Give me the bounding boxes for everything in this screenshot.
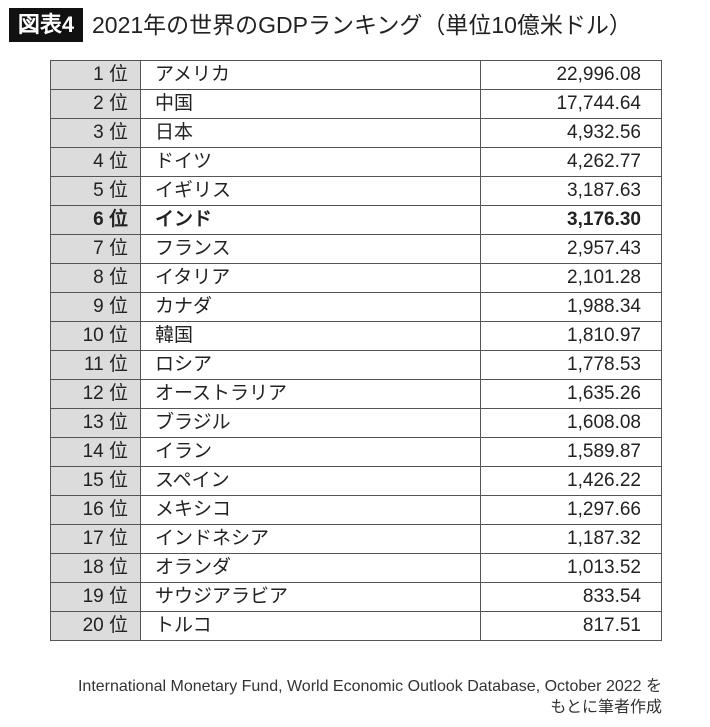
value-cell: 817.51 bbox=[480, 611, 662, 641]
value-cell: 1,778.53 bbox=[480, 350, 662, 380]
value-cell: 1,608.08 bbox=[480, 408, 662, 438]
country-cell: オランダ bbox=[140, 553, 481, 583]
value-cell: 2,957.43 bbox=[480, 234, 662, 264]
value-cell: 1,810.97 bbox=[480, 321, 662, 351]
country-cell: メキシコ bbox=[140, 495, 481, 525]
country-cell: ロシア bbox=[140, 350, 481, 380]
value-cell: 1,589.87 bbox=[480, 437, 662, 467]
country-cell: オーストラリア bbox=[140, 379, 481, 409]
country-cell: イタリア bbox=[140, 263, 481, 293]
value-cell: 17,744.64 bbox=[480, 89, 662, 119]
rank-cell: 6 位 bbox=[50, 205, 141, 235]
table-row: 5 位イギリス 3,187.63 bbox=[50, 176, 662, 206]
rank-cell: 12 位 bbox=[50, 379, 141, 409]
country-cell: 中国 bbox=[140, 89, 481, 119]
country-cell: イラン bbox=[140, 437, 481, 467]
rank-cell: 1 位 bbox=[50, 60, 141, 90]
value-cell: 1,635.26 bbox=[480, 379, 662, 409]
table-row: 18 位オランダ 1,013.52 bbox=[50, 553, 662, 583]
table-row: 20 位トルコ 817.51 bbox=[50, 611, 662, 641]
country-cell: ブラジル bbox=[140, 408, 481, 438]
country-cell: トルコ bbox=[140, 611, 481, 641]
rank-cell: 13 位 bbox=[50, 408, 141, 438]
value-cell: 22,996.08 bbox=[480, 60, 662, 90]
table-row: 14 位イラン 1,589.87 bbox=[50, 437, 662, 467]
rank-cell: 5 位 bbox=[50, 176, 141, 206]
rank-cell: 19 位 bbox=[50, 582, 141, 612]
rank-cell: 11 位 bbox=[50, 350, 141, 380]
table-row: 11 位ロシア 1,778.53 bbox=[50, 350, 662, 380]
table-row: 7 位フランス 2,957.43 bbox=[50, 234, 662, 264]
table-row: 15 位スペイン 1,426.22 bbox=[50, 466, 662, 496]
rank-cell: 17 位 bbox=[50, 524, 141, 554]
rank-cell: 7 位 bbox=[50, 234, 141, 264]
rank-cell: 2 位 bbox=[50, 89, 141, 119]
gdp-ranking-table: 1 位アメリカ 22,996.08 2 位中国 17,744.64 3 位日本 4,932… bbox=[50, 60, 662, 641]
page-title: 2021年の世界のGDPランキング（単位10億米ドル） bbox=[92, 12, 632, 38]
rank-cell: 4 位 bbox=[50, 147, 141, 177]
country-cell: サウジアラビア bbox=[140, 582, 481, 612]
source-note: International Monetary Fund, World Econo… bbox=[78, 676, 662, 718]
rank-cell: 10 位 bbox=[50, 321, 141, 351]
rank-cell: 18 位 bbox=[50, 553, 141, 583]
value-cell: 3,187.63 bbox=[480, 176, 662, 206]
rank-cell: 8 位 bbox=[50, 263, 141, 293]
table-row: 17 位インドネシア 1,187.32 bbox=[50, 524, 662, 554]
country-cell: 日本 bbox=[140, 118, 481, 148]
table-row: 8 位イタリア 2,101.28 bbox=[50, 263, 662, 293]
table-row: 4 位ドイツ 4,262.77 bbox=[50, 147, 662, 177]
figure-badge: 図表4 bbox=[9, 8, 83, 42]
value-cell: 3,176.30 bbox=[480, 205, 662, 235]
country-cell: スペイン bbox=[140, 466, 481, 496]
rank-cell: 16 位 bbox=[50, 495, 141, 525]
table-row: 2 位中国 17,744.64 bbox=[50, 89, 662, 119]
value-cell: 1,297.66 bbox=[480, 495, 662, 525]
table-row: 9 位カナダ 1,988.34 bbox=[50, 292, 662, 322]
rank-cell: 3 位 bbox=[50, 118, 141, 148]
country-cell: インドネシア bbox=[140, 524, 481, 554]
country-cell: イギリス bbox=[140, 176, 481, 206]
country-cell: 韓国 bbox=[140, 321, 481, 351]
value-cell: 4,932.56 bbox=[480, 118, 662, 148]
table-row: 1 位アメリカ 22,996.08 bbox=[50, 60, 662, 90]
country-cell: インド bbox=[140, 205, 481, 235]
country-cell: フランス bbox=[140, 234, 481, 264]
country-cell: ドイツ bbox=[140, 147, 481, 177]
rank-cell: 14 位 bbox=[50, 437, 141, 467]
country-cell: アメリカ bbox=[140, 60, 481, 90]
table-row: 16 位メキシコ 1,297.66 bbox=[50, 495, 662, 525]
value-cell: 1,426.22 bbox=[480, 466, 662, 496]
rank-cell: 15 位 bbox=[50, 466, 141, 496]
value-cell: 1,013.52 bbox=[480, 553, 662, 583]
value-cell: 833.54 bbox=[480, 582, 662, 612]
value-cell: 1,187.32 bbox=[480, 524, 662, 554]
value-cell: 1,988.34 bbox=[480, 292, 662, 322]
country-cell: カナダ bbox=[140, 292, 481, 322]
source-line-1: International Monetary Fund, World Econo… bbox=[77, 678, 662, 695]
rank-cell: 20 位 bbox=[50, 611, 141, 641]
value-cell: 4,262.77 bbox=[480, 147, 662, 177]
table-row: 6 位インド 3,176.30 bbox=[50, 205, 662, 235]
rank-cell: 9 位 bbox=[50, 292, 141, 322]
table-row: 12 位オーストラリア 1,635.26 bbox=[50, 379, 662, 409]
source-line-2: もとに筆者作成 bbox=[550, 699, 662, 716]
value-cell: 2,101.28 bbox=[480, 263, 662, 293]
table-row: 10 位韓国 1,810.97 bbox=[50, 321, 662, 351]
table-row: 19 位サウジアラビア 833.54 bbox=[50, 582, 662, 612]
table-row: 13 位ブラジル 1,608.08 bbox=[50, 408, 662, 438]
table-row: 3 位日本 4,932.56 bbox=[50, 118, 662, 148]
